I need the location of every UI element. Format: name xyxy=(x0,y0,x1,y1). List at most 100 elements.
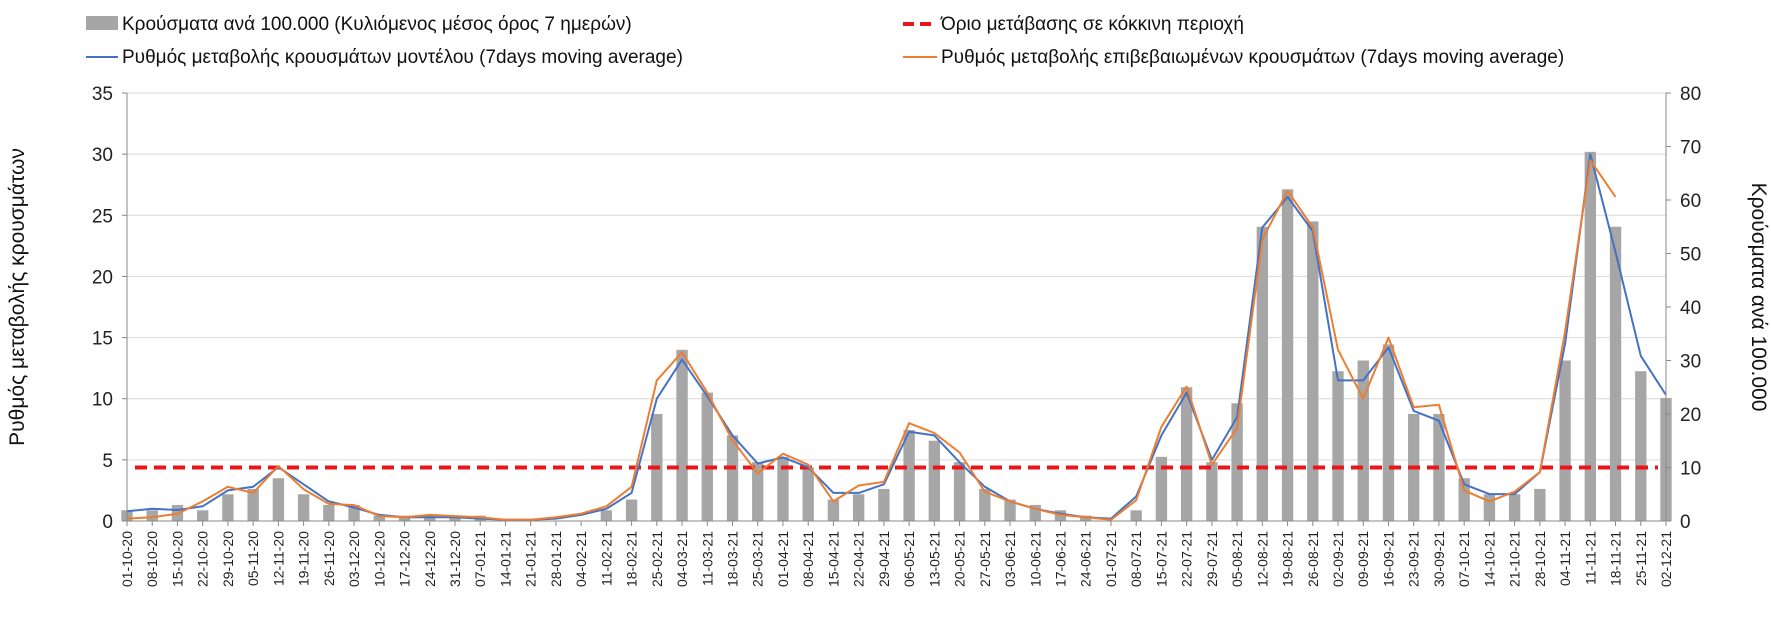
x-tick-label: 12-08-21 xyxy=(1254,531,1270,587)
x-tick-label: 02-12-21 xyxy=(1658,531,1674,587)
bar xyxy=(1307,221,1319,521)
x-tick-label: 28-10-21 xyxy=(1532,531,1548,587)
right-tick-label: 70 xyxy=(1680,138,1701,159)
bar xyxy=(247,488,259,521)
x-tick-label: 18-11-21 xyxy=(1608,531,1624,586)
x-tick-label: 15-04-21 xyxy=(825,531,841,587)
bar xyxy=(373,515,385,521)
confirmed-rate-line xyxy=(126,159,1617,521)
x-tick-label: 11-11-21 xyxy=(1582,531,1598,585)
x-tick-label: 01-10-20 xyxy=(119,531,135,587)
x-tick-label: 15-10-20 xyxy=(169,531,185,587)
x-tick-label: 07-10-21 xyxy=(1456,531,1472,587)
x-tick-label: 14-01-21 xyxy=(497,531,513,587)
bar xyxy=(1080,515,1092,521)
bar xyxy=(928,440,941,521)
x-tick-label: 02-09-21 xyxy=(1330,531,1346,587)
bar xyxy=(1332,371,1344,521)
x-tick-label: 01-04-21 xyxy=(775,531,791,587)
x-tick-label: 31-12-20 xyxy=(447,531,463,587)
x-tick-label: 21-10-21 xyxy=(1507,531,1523,587)
legend: Κρούσματα ανά 100.000 (Κυλιόμενος μέσος … xyxy=(86,14,1564,68)
x-tick-label: 23-09-21 xyxy=(1406,531,1422,587)
legend-label-threshold: Όριο μετάβασης σε κόκκινη περιοχή xyxy=(940,14,1244,35)
bar xyxy=(752,462,764,521)
bar xyxy=(449,515,461,521)
bar xyxy=(1256,226,1269,521)
x-tick-label: 16-09-21 xyxy=(1380,531,1396,587)
bar xyxy=(197,510,209,521)
bar xyxy=(878,488,890,521)
bar xyxy=(1155,456,1168,521)
x-tick-label: 24-06-21 xyxy=(1078,531,1094,587)
x-tick-label: 29-04-21 xyxy=(876,531,892,587)
bar xyxy=(1231,403,1243,521)
x-tick-label: 25-11-21 xyxy=(1633,531,1649,586)
x-tick-label: 08-07-21 xyxy=(1128,531,1144,587)
x-tick-label: 08-10-20 xyxy=(144,531,160,587)
x-tick-label: 12-11-20 xyxy=(270,531,286,586)
x-tick-label: 29-07-21 xyxy=(1204,531,1220,587)
x-tick-label: 29-10-20 xyxy=(220,531,236,587)
x-tick-label: 11-02-21 xyxy=(598,531,614,586)
left-tick-label: 35 xyxy=(92,84,113,105)
x-tick-label: 05-08-21 xyxy=(1229,531,1245,587)
legend-label-confirmed-line: Ρυθμός μεταβολής επιβεβαιωμένων κρουσμάτ… xyxy=(941,47,1564,68)
bar xyxy=(1382,344,1395,521)
right-tick-label: 60 xyxy=(1680,191,1701,212)
bar xyxy=(1559,360,1571,521)
bar xyxy=(726,435,739,521)
bar xyxy=(323,504,335,521)
x-tick-label: 08-04-21 xyxy=(800,531,816,587)
x-tick-label: 22-07-21 xyxy=(1179,531,1195,587)
bar xyxy=(1458,478,1470,521)
bar xyxy=(903,430,915,521)
x-tick-label: 07-01-21 xyxy=(472,531,488,587)
x-tick-label: 26-11-20 xyxy=(321,531,337,586)
x-tick-label: 13-05-21 xyxy=(926,531,942,587)
bar xyxy=(676,349,688,521)
legend-label-bars: Κρούσματα ανά 100.000 (Κυλιόμενος μέσος … xyxy=(122,14,632,35)
bar xyxy=(625,499,638,521)
x-tick-label: 05-11-20 xyxy=(245,531,261,586)
legend-label-model-line: Ρυθμός μεταβολής κρουσμάτων μοντέλου (7d… xyxy=(122,47,683,68)
right-tick-label: 20 xyxy=(1680,405,1701,426)
bar xyxy=(1206,462,1218,521)
legend-swatch-bars xyxy=(86,16,118,30)
line-series xyxy=(126,153,1667,521)
bar xyxy=(1584,151,1596,521)
right-tick-label: 80 xyxy=(1680,84,1701,105)
x-tick-label: 25-02-21 xyxy=(649,531,665,587)
x-tick-label: 18-03-21 xyxy=(725,531,741,587)
bar xyxy=(1357,360,1369,521)
x-tick-label: 14-10-21 xyxy=(1481,531,1497,587)
bar xyxy=(777,456,789,521)
x-tick-label: 18-02-21 xyxy=(624,531,640,587)
bar xyxy=(146,510,158,521)
x-tick-label: 19-11-20 xyxy=(296,531,312,586)
bar xyxy=(348,504,360,521)
left-tick-label: 20 xyxy=(92,267,113,288)
bar xyxy=(424,515,436,521)
bar xyxy=(1508,494,1521,521)
bar xyxy=(600,510,613,521)
right-tick-label: 30 xyxy=(1680,352,1701,373)
x-tick-label: 25-03-21 xyxy=(750,531,766,587)
bar xyxy=(1004,499,1016,521)
x-tick-label: 04-03-21 xyxy=(674,531,690,587)
left-tick-label: 5 xyxy=(102,451,113,472)
left-tick-label: 30 xyxy=(92,145,113,166)
right-axis-title: Κρούσματα ανά 100.000 xyxy=(1747,183,1770,412)
bar xyxy=(1635,371,1647,521)
left-tick-label: 0 xyxy=(102,512,113,533)
right-tick-label: 40 xyxy=(1680,298,1701,319)
bar xyxy=(272,478,285,521)
x-tick-label: 10-12-20 xyxy=(371,531,387,587)
x-tick-label: 17-06-21 xyxy=(1052,531,1068,587)
x-tick-label: 11-03-21 xyxy=(699,531,715,586)
bar xyxy=(398,515,411,521)
x-tick-label: 20-05-21 xyxy=(952,531,968,587)
x-tick-label: 27-05-21 xyxy=(977,531,993,587)
x-tick-label: 21-01-21 xyxy=(523,531,539,587)
